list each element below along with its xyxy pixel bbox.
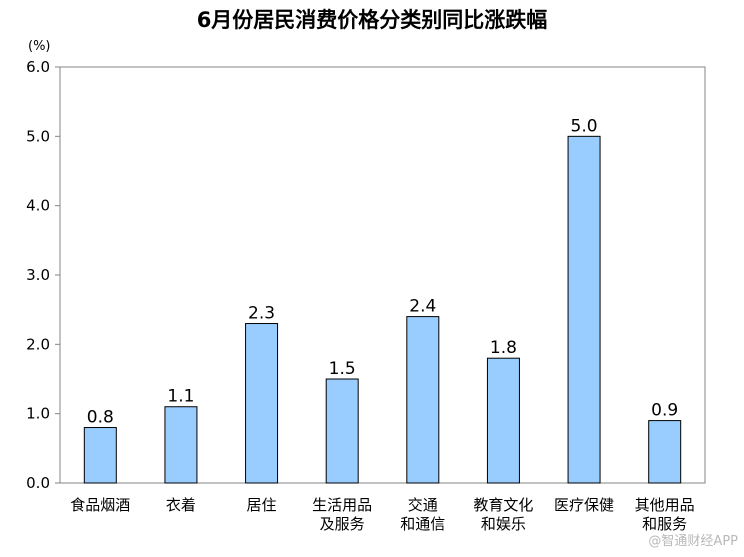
bar-series	[83, 135, 682, 484]
x-category-label: 居住	[247, 496, 277, 514]
bar-value-label: 1.8	[490, 338, 517, 358]
x-category-label: 生活用品	[312, 496, 372, 514]
bar	[164, 406, 198, 484]
bar	[486, 357, 520, 484]
x-category-label: 医疗保健	[554, 496, 614, 514]
x-category-label: 其他用品	[635, 496, 695, 514]
x-category-label: 交通	[408, 496, 438, 514]
bar	[567, 135, 601, 484]
data-labels: 0.8 1.1 2.3 1.5 2.4 1.8 5.0 0.9	[87, 116, 678, 427]
bar-value-label: 1.1	[167, 387, 194, 407]
bar-value-label: 2.3	[248, 304, 275, 324]
x-category-label: 教育文化	[473, 496, 533, 514]
bar-value-label: 5.0	[571, 116, 598, 136]
y-axis: 0.0 1.0 2.0 3.0 4.0 5.0 6.0	[26, 58, 60, 492]
bar-value-label: 2.4	[409, 297, 436, 317]
bar	[648, 420, 682, 484]
y-tick-label: 6.0	[26, 58, 50, 76]
bar-value-label: 0.9	[651, 401, 678, 421]
x-category-label: 衣着	[166, 496, 196, 514]
y-tick-label: 1.0	[26, 405, 50, 423]
chart-title: 6月份居民消费价格分类别同比涨跌幅	[197, 8, 548, 32]
x-category-label: 和娱乐	[481, 515, 526, 533]
bar-value-label: 0.8	[87, 408, 114, 428]
bar	[245, 323, 279, 484]
y-tick-label: 3.0	[26, 266, 50, 284]
bar	[325, 378, 359, 484]
y-tick-label: 4.0	[26, 197, 50, 215]
x-category-label: 食品烟酒	[70, 496, 130, 514]
x-category-label: 和通信	[400, 515, 445, 533]
y-tick-label: 2.0	[26, 335, 50, 353]
plot-area-frame	[59, 66, 706, 484]
bar	[83, 427, 117, 484]
x-category-label: 及服务	[320, 515, 365, 533]
watermark: @智通财经APP	[648, 534, 738, 549]
y-tick-label: 0.0	[26, 474, 50, 492]
y-axis-unit-label: (%)	[28, 39, 51, 54]
y-tick-label: 5.0	[26, 127, 50, 145]
x-category-label: 和服务	[642, 515, 687, 533]
bar	[406, 316, 440, 484]
bar-value-label: 1.5	[329, 359, 356, 379]
